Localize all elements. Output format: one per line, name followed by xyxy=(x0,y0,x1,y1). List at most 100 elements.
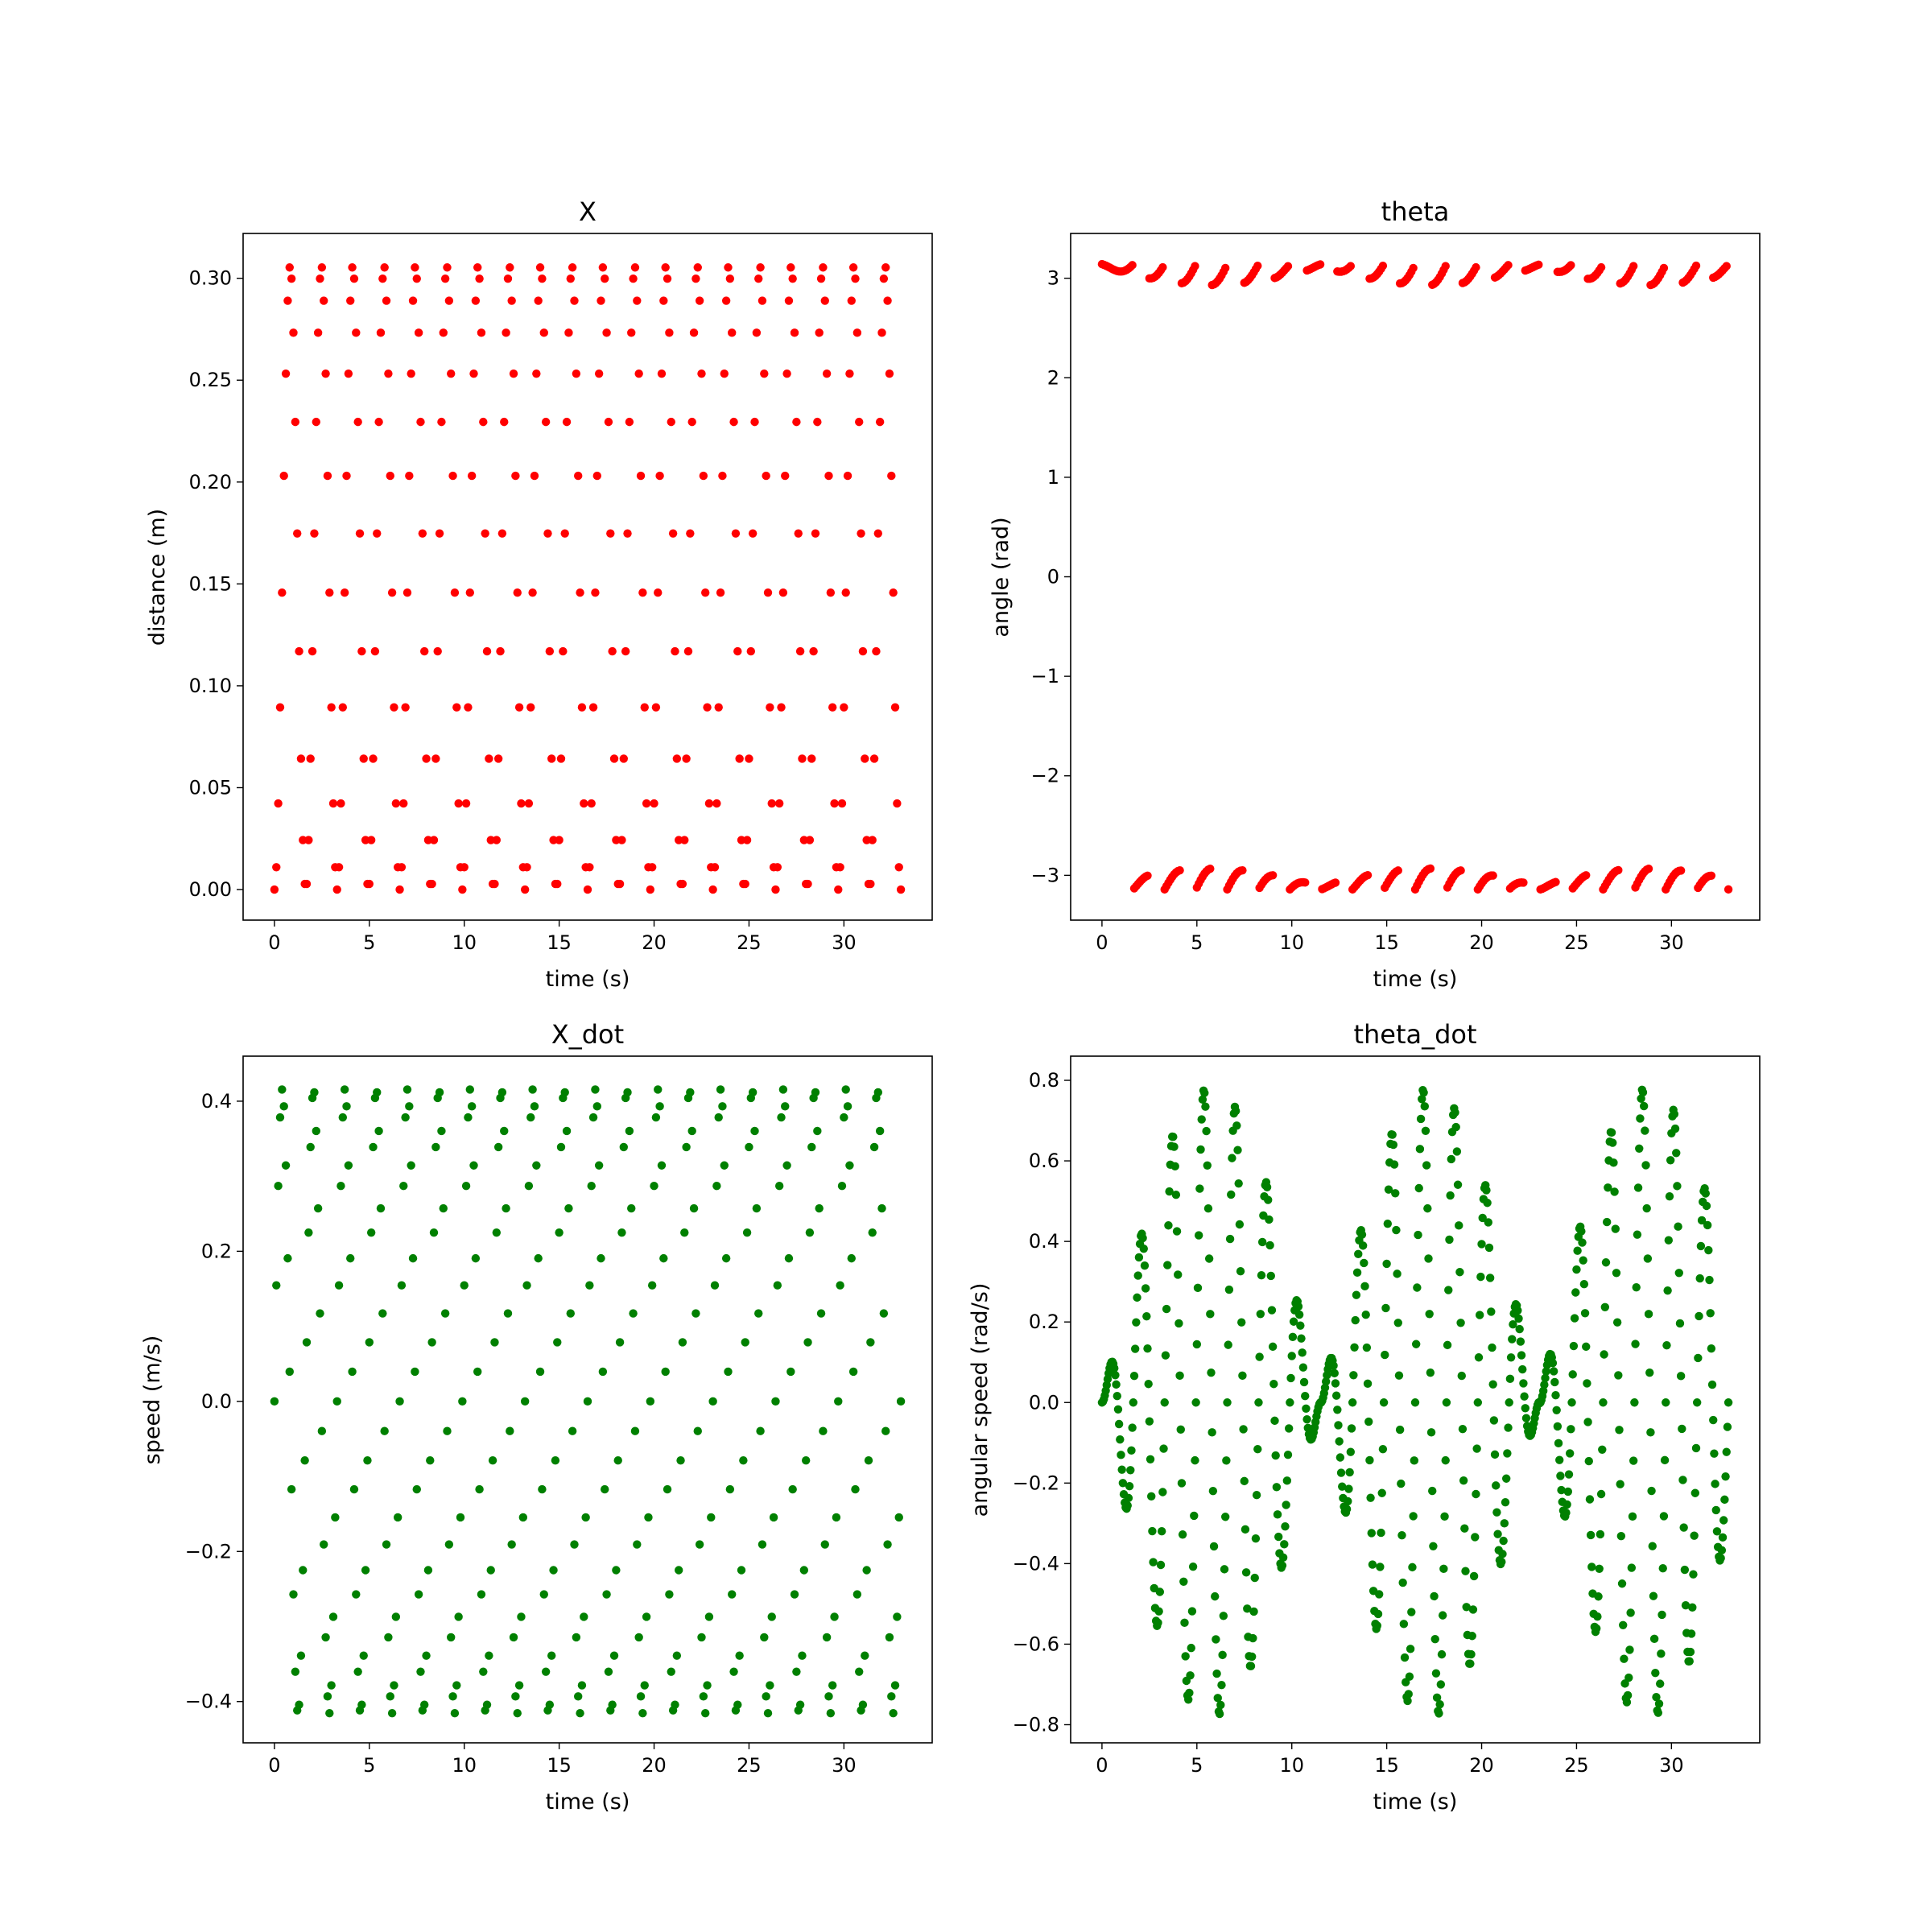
data-point xyxy=(469,369,478,378)
data-point xyxy=(1249,1633,1257,1643)
panel-x-points xyxy=(270,263,906,894)
data-point xyxy=(1643,1254,1653,1263)
data-point xyxy=(1426,1368,1435,1377)
data-point xyxy=(672,754,682,763)
data-point xyxy=(834,1397,843,1406)
data-point xyxy=(427,879,436,889)
data-point xyxy=(361,1566,370,1575)
data-point xyxy=(1469,1571,1479,1581)
data-point xyxy=(811,1088,820,1097)
data-point xyxy=(1397,1479,1406,1488)
data-point xyxy=(809,646,818,656)
ytick-label: −1 xyxy=(1031,665,1059,687)
data-point xyxy=(646,885,655,894)
data-point xyxy=(739,1456,748,1465)
data-point xyxy=(792,1667,801,1676)
data-point xyxy=(401,1113,410,1122)
data-point xyxy=(465,588,474,597)
panel-x-dot-title: X_dot xyxy=(551,1019,624,1050)
data-point xyxy=(1331,1391,1341,1400)
data-point xyxy=(399,799,408,808)
xtick-label: 20 xyxy=(642,931,667,954)
data-point xyxy=(602,328,611,337)
data-point xyxy=(798,754,807,763)
data-point xyxy=(638,588,647,597)
xtick-label: 5 xyxy=(1191,931,1203,954)
data-point xyxy=(1207,1368,1216,1377)
data-point xyxy=(1133,1293,1141,1302)
data-point xyxy=(866,1338,875,1347)
data-point xyxy=(1562,1509,1571,1517)
data-point xyxy=(1374,1590,1384,1599)
data-point xyxy=(334,863,344,872)
data-point xyxy=(279,471,288,481)
data-point xyxy=(615,1338,625,1347)
data-point xyxy=(847,296,856,305)
data-point xyxy=(890,1681,900,1690)
data-point xyxy=(1462,1603,1471,1612)
data-point xyxy=(395,1397,404,1406)
ytick-label: 0 xyxy=(1047,566,1059,588)
data-point xyxy=(456,1513,465,1522)
data-point xyxy=(879,274,889,283)
data-point xyxy=(1265,1241,1274,1250)
data-point xyxy=(742,1228,752,1237)
data-point xyxy=(1429,1542,1438,1550)
xtick-label: 15 xyxy=(547,931,572,954)
data-point xyxy=(745,754,753,763)
data-point xyxy=(1686,1647,1695,1657)
data-point xyxy=(887,471,896,481)
data-point xyxy=(689,1203,699,1213)
data-point xyxy=(693,1426,702,1435)
data-point xyxy=(566,1309,575,1318)
data-point xyxy=(1364,1417,1373,1426)
data-point xyxy=(1161,1351,1170,1360)
data-point xyxy=(1270,1416,1279,1426)
data-point xyxy=(795,1700,805,1709)
data-point xyxy=(317,1426,327,1435)
data-point xyxy=(1631,1340,1640,1348)
data-point xyxy=(402,588,412,597)
data-point xyxy=(816,274,826,283)
data-point xyxy=(321,1633,330,1642)
data-point xyxy=(606,529,615,538)
data-point xyxy=(365,879,374,889)
data-point xyxy=(625,1126,634,1136)
data-point xyxy=(1379,1398,1389,1407)
data-point xyxy=(272,1281,281,1290)
data-point xyxy=(862,1566,871,1575)
panel-theta-points xyxy=(1097,259,1733,894)
data-point xyxy=(1406,1645,1415,1653)
data-point xyxy=(1248,1652,1257,1662)
data-point xyxy=(716,1085,725,1094)
data-point xyxy=(1206,864,1215,873)
data-point xyxy=(1254,1398,1263,1407)
data-point xyxy=(363,1456,372,1465)
data-point xyxy=(883,1540,892,1549)
data-point xyxy=(820,1540,829,1549)
data-point xyxy=(1211,1591,1220,1601)
data-point xyxy=(275,1113,285,1122)
data-point xyxy=(1346,262,1356,270)
data-point xyxy=(272,863,281,872)
data-point xyxy=(1237,1318,1246,1327)
data-point xyxy=(397,863,407,872)
data-point xyxy=(1720,1495,1729,1505)
data-point xyxy=(342,471,351,481)
data-point xyxy=(642,1612,651,1621)
data-point xyxy=(407,369,415,378)
data-point xyxy=(1296,1321,1305,1330)
data-point xyxy=(524,1182,534,1191)
data-point xyxy=(1485,1274,1495,1282)
data-point xyxy=(877,1203,886,1213)
data-point xyxy=(1410,1456,1419,1465)
data-point xyxy=(559,646,568,656)
data-point xyxy=(1477,1240,1486,1249)
data-point xyxy=(426,1456,435,1465)
panel-x-dot-frame xyxy=(242,1055,933,1744)
data-point xyxy=(1294,1302,1303,1311)
ytick-label: −0.4 xyxy=(185,1690,232,1713)
data-point xyxy=(1649,1591,1658,1600)
data-point xyxy=(1113,1392,1121,1401)
data-point xyxy=(378,1309,387,1318)
